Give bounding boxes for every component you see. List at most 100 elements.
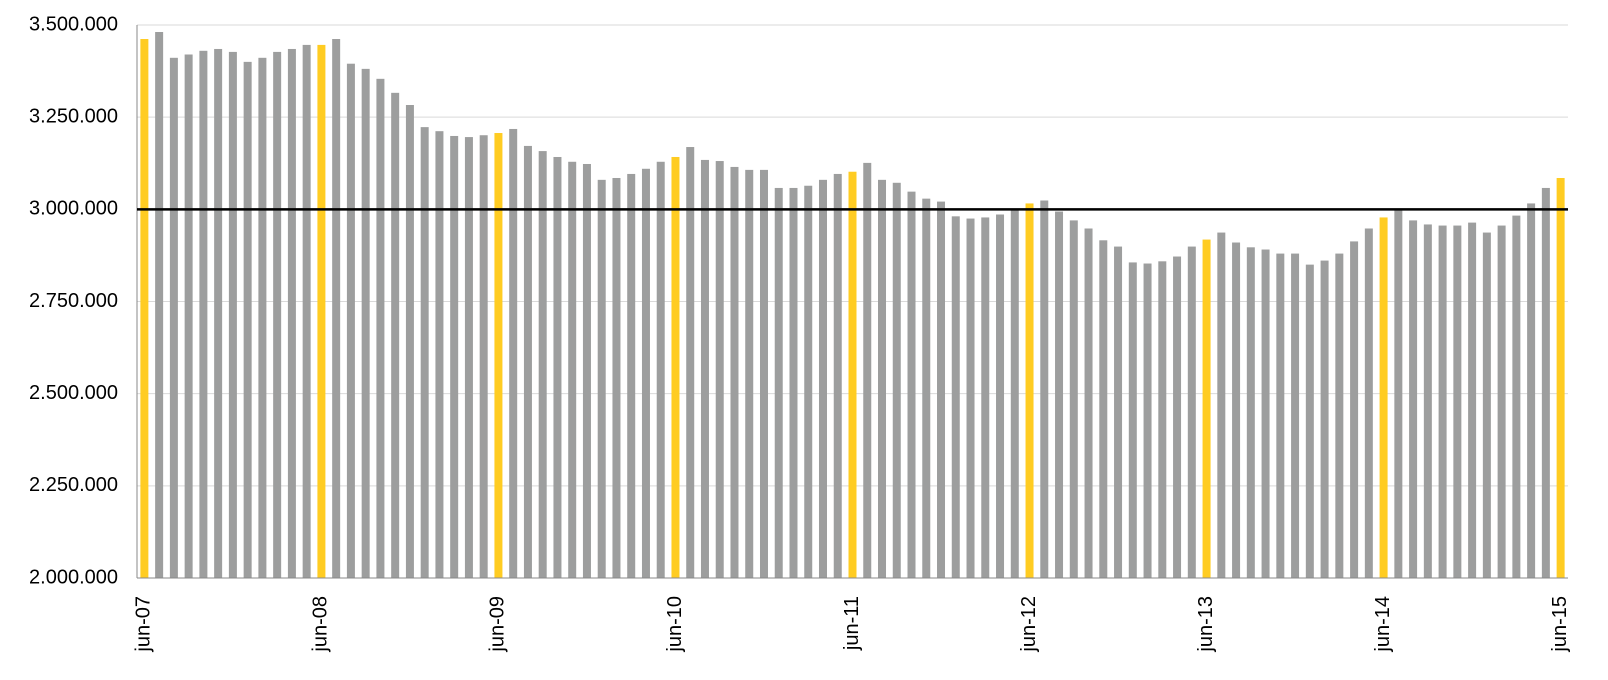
- bar: [1394, 209, 1403, 579]
- bar: [1305, 264, 1314, 578]
- bar: [1512, 215, 1521, 579]
- bar: [287, 48, 296, 579]
- bar: [1453, 225, 1462, 578]
- bar: [258, 57, 267, 578]
- bar: [789, 187, 798, 578]
- bar: [1143, 263, 1152, 578]
- bar: [612, 177, 621, 578]
- bar: [1158, 261, 1167, 578]
- bar: [686, 147, 695, 578]
- bar: [1482, 232, 1491, 578]
- bar: [302, 44, 311, 578]
- bar: [1364, 228, 1373, 578]
- bar: [435, 131, 444, 578]
- bar: [863, 162, 872, 578]
- y-tick-label: 3.000.000: [29, 198, 118, 220]
- bar: [1232, 242, 1241, 578]
- bar: [1527, 203, 1536, 578]
- bar: [538, 151, 547, 579]
- x-tick-label: jun-08: [310, 596, 332, 653]
- bar: [420, 127, 429, 578]
- bar: [376, 78, 385, 579]
- bar: [1246, 247, 1255, 578]
- bar: [700, 159, 709, 578]
- bar: [1276, 253, 1285, 578]
- bar: [243, 61, 252, 579]
- bar: [140, 39, 149, 578]
- bar: [184, 54, 193, 578]
- bar: [1040, 200, 1049, 578]
- x-tick-label: jun-09: [487, 596, 509, 653]
- bar: [671, 156, 680, 578]
- bar: [892, 182, 901, 578]
- bar: [774, 187, 783, 578]
- bar: [1114, 246, 1123, 578]
- bar: [804, 185, 813, 579]
- bar: [1261, 249, 1270, 578]
- y-tick-label: 2.500.000: [29, 382, 118, 404]
- bar: [1335, 253, 1344, 578]
- bar: [1497, 225, 1506, 578]
- y-tick-label: 3.250.000: [29, 105, 118, 127]
- bar: [405, 105, 414, 578]
- bar: [1217, 232, 1226, 578]
- y-tick-label: 2.750.000: [29, 290, 118, 312]
- y-tick-label: 3.500.000: [29, 13, 118, 35]
- x-tick-label: jun-14: [1372, 596, 1394, 653]
- bar: [1010, 209, 1019, 579]
- bar: [907, 191, 916, 578]
- bar: [745, 169, 754, 579]
- bar: [1409, 220, 1418, 579]
- bar: [1055, 211, 1064, 578]
- bar: [1187, 246, 1196, 578]
- bar: [1173, 256, 1182, 578]
- bar: [627, 173, 636, 578]
- bar: [966, 218, 975, 579]
- bar: [228, 51, 237, 579]
- x-tick-label: jun-10: [664, 596, 686, 653]
- bar: [818, 179, 827, 578]
- bar: [450, 135, 459, 578]
- bar: [317, 44, 326, 578]
- bar: [922, 198, 931, 578]
- bar: [1099, 240, 1108, 578]
- bar: [833, 173, 842, 578]
- bar: [1025, 203, 1034, 578]
- y-tick-label: 2.000.000: [29, 566, 118, 588]
- bar: [332, 39, 341, 578]
- bar: [715, 161, 724, 578]
- bar: [878, 179, 887, 578]
- bar: [951, 216, 960, 578]
- x-tick-label: jun-15: [1549, 596, 1571, 653]
- bar: [1320, 260, 1329, 578]
- bar: [1438, 225, 1447, 578]
- bar: [730, 166, 739, 579]
- bar: [1350, 241, 1359, 578]
- bar: [568, 161, 577, 578]
- bar: [937, 201, 946, 578]
- bar: [1291, 253, 1300, 578]
- x-tick-label: jun-11: [841, 596, 863, 651]
- bar: [981, 217, 990, 578]
- x-tick-label: jun-13: [1195, 596, 1217, 653]
- bar: [1128, 262, 1137, 578]
- bar: [361, 68, 370, 578]
- bar: [509, 128, 518, 579]
- bar: [656, 161, 665, 578]
- bar: [494, 133, 503, 578]
- bar: [1084, 228, 1093, 578]
- bar: [1202, 239, 1211, 578]
- bar: [155, 32, 164, 579]
- bar: [199, 50, 208, 579]
- bar: [1556, 177, 1565, 578]
- bar: [523, 145, 532, 578]
- bar: [479, 135, 488, 579]
- bar: [1423, 224, 1432, 578]
- bar: [641, 168, 650, 578]
- bar: [391, 92, 400, 579]
- bar: [169, 57, 178, 578]
- bar: [996, 214, 1005, 578]
- y-tick-label: 2.250.000: [29, 474, 118, 496]
- bar: [1379, 217, 1388, 578]
